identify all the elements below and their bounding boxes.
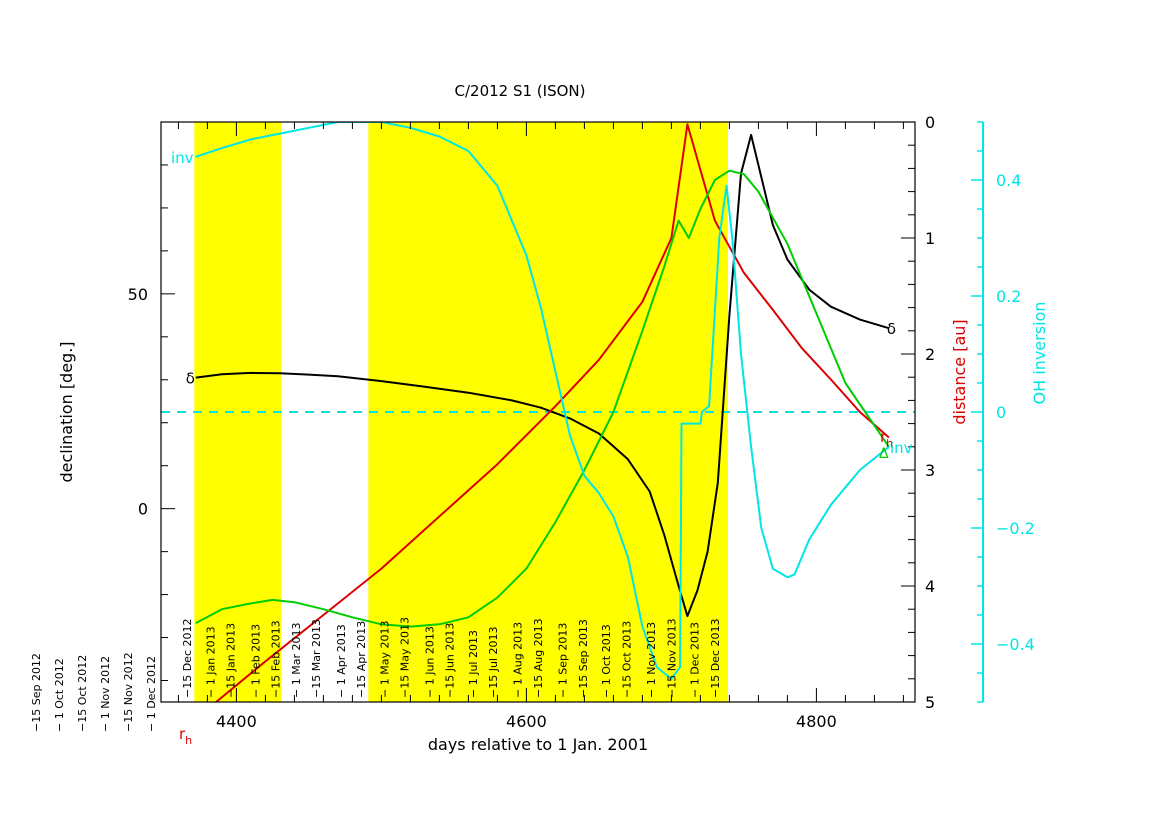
x-tick-label: 4600 [506, 712, 547, 731]
date-label: − 1 Jun 2013 [423, 626, 436, 698]
date-label: −15 Dec 2013 [709, 619, 722, 699]
date-label-margin: −15 Oct 2012 [76, 655, 89, 732]
y-distance-tick-label: 4 [925, 577, 935, 596]
distance-label-prefix: distance [950, 352, 969, 425]
rh-label-start: rh [179, 725, 192, 747]
x-tick-label: 4800 [796, 712, 837, 731]
date-label: −15 Jul 2013 [487, 627, 500, 698]
y-inversion-tick-label: −0.2 [996, 519, 1035, 538]
declination-label-end: δ [887, 320, 896, 338]
y-left-tick-label: 50 [128, 285, 148, 304]
chart-title: C/2012 S1 (ISON) [455, 82, 586, 100]
y-axis-label-left: declination [deg.] [57, 341, 76, 482]
date-label: −15 Feb 2013 [270, 620, 283, 698]
date-label: − 1 Sep 2013 [557, 623, 570, 698]
x-tick-label: 4400 [216, 712, 257, 731]
date-label: −15 Sep 2013 [577, 619, 590, 698]
y-left-tick-label: 0 [138, 500, 148, 519]
date-label: − 1 Apr 2013 [335, 624, 348, 698]
date-label-margin: − 1 Nov 2012 [99, 656, 112, 732]
date-label: −15 Dec 2012 [181, 619, 194, 699]
y-inversion-tick-label: 0.4 [996, 171, 1021, 190]
y-inversion-tick-label: −0.4 [996, 635, 1035, 654]
plot-frame: 4400 4600 4800 0 50 0 1 2 3 4 5 −0.4 −0.2 0 0.2 0.4 [128, 113, 1035, 731]
date-labels: −15 Dec 2012 − 1 Jan 2013 −15 Jan 2013 − 1 … [30, 617, 722, 732]
rh-label-start-sub: h [185, 734, 192, 747]
date-label: − 1 Feb 2013 [249, 624, 262, 698]
date-label: − 1 Nov 2013 [645, 622, 658, 698]
date-label: − 1 Jan 2013 [204, 626, 217, 698]
series-lines [195, 122, 890, 702]
declination-label-start: δ [186, 370, 195, 388]
date-label: −15 Jun 2013 [444, 623, 457, 698]
date-label-margin: − 1 Dec 2012 [145, 656, 158, 732]
date-label: −15 Nov 2013 [665, 618, 678, 698]
plot-border [160, 121, 916, 703]
x-axis-label: days relative to 1 Jan. 2001 [428, 735, 648, 754]
distance-label-unit: [au] [950, 319, 969, 351]
date-label: − 1 Jul 2013 [467, 630, 480, 698]
yellow-band-1 [194, 122, 282, 702]
date-label: − 1 Mar 2013 [290, 623, 303, 698]
y-inversion-tick-label: 0 [996, 403, 1006, 422]
date-label-margin: −15 Sep 2012 [30, 653, 43, 732]
inversion-label-start: inv [171, 149, 194, 167]
date-label: − 1 Dec 2013 [689, 622, 702, 698]
date-label: − 1 Aug 2013 [512, 622, 525, 698]
date-label-margin: − 1 Oct 2012 [53, 658, 66, 732]
date-label: −15 Oct 2013 [620, 621, 633, 698]
date-label-margin: −15 Nov 2012 [122, 652, 135, 732]
date-label: −15 Mar 2013 [310, 619, 323, 698]
y-axis-label-distance: distance [au] [950, 319, 969, 424]
series-line-delta [195, 169, 890, 628]
y-distance-tick-label: 1 [925, 229, 935, 248]
date-label: − 1 Oct 2013 [600, 624, 613, 698]
y-inversion-tick-label: 0.2 [996, 287, 1021, 306]
date-label: −15 Aug 2013 [532, 618, 545, 698]
delta-label-end: Δ [879, 446, 889, 462]
rh-label-end-sub: h [886, 437, 893, 450]
series-line-declination [195, 133, 890, 618]
y-distance-tick-label: 5 [925, 693, 935, 712]
series-line-inversion [195, 122, 890, 680]
y-distance-tick-label: 3 [925, 461, 935, 480]
inversion-label-end: inv [890, 439, 913, 457]
y-axis-label-inversion: OH inversion [1030, 302, 1049, 405]
date-label: − 1 May 2013 [378, 621, 391, 698]
series-line-rh [215, 123, 890, 702]
date-label: −15 May 2013 [399, 617, 412, 698]
date-label: −15 Jan 2013 [225, 623, 238, 698]
y-distance-tick-label: 0 [925, 113, 935, 132]
date-label: −15 Apr 2013 [355, 621, 368, 698]
y-distance-tick-label: 2 [925, 345, 935, 364]
